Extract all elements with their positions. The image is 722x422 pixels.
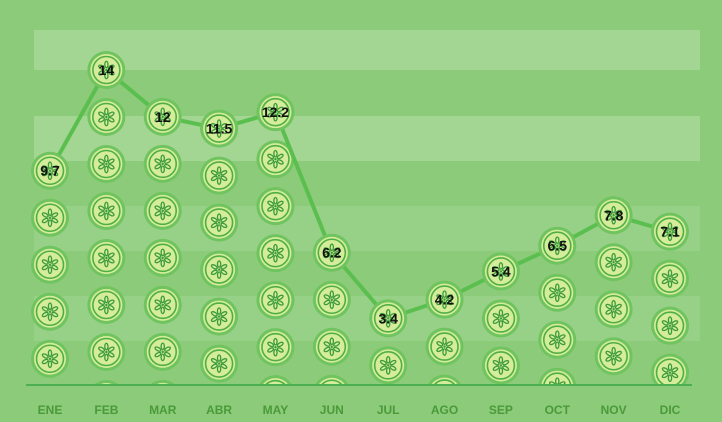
- slice-column-mar: [143, 144, 182, 386]
- slice-marker: [369, 346, 408, 385]
- slice-marker: [200, 344, 239, 383]
- slice-marker: [31, 339, 69, 378]
- slice-marker: [312, 327, 351, 366]
- slice-column-may: [256, 140, 295, 386]
- data-point-sep: [481, 252, 520, 291]
- data-label: 7.8: [604, 207, 624, 223]
- data-point-jul: [369, 299, 408, 338]
- slice-column-dic: [651, 259, 689, 386]
- slice-marker: [425, 327, 464, 366]
- slice-column-oct: [538, 273, 577, 386]
- grid-bands: [34, 30, 700, 341]
- slice-marker: [314, 374, 350, 386]
- slice-marker: [256, 234, 295, 273]
- data-point-oct: [538, 226, 577, 265]
- slice-marker: [143, 238, 182, 277]
- slice-marker: [594, 337, 633, 376]
- slice-marker: [256, 281, 295, 320]
- data-point-feb: [87, 51, 126, 89]
- x-tick-label: JUL: [377, 403, 400, 417]
- data-point-abr: [200, 109, 239, 148]
- slice-marker: [256, 187, 295, 226]
- x-tick-label: MAY: [263, 403, 289, 417]
- x-tick-label: DIC: [660, 403, 681, 417]
- data-label: 9.7: [40, 163, 60, 179]
- x-tick-label: ABR: [206, 403, 232, 417]
- slice-marker: [427, 374, 462, 386]
- data-label: 11.5: [206, 121, 233, 137]
- slice-marker: [312, 280, 351, 319]
- slice-column-abr: [200, 156, 239, 383]
- data-point-markers: 9.7 14 12 11.5 12.2 6.2 3.4 4.2 5.4 6.5 7.8 7.1: [31, 51, 689, 338]
- slice-marker: [651, 259, 689, 298]
- slice-marker: [31, 245, 69, 284]
- slice-marker: [87, 286, 126, 324]
- data-label: 6.5: [548, 238, 568, 254]
- data-point-jun: [312, 233, 351, 272]
- data-point-ene: [31, 151, 69, 190]
- x-tick-label: AGO: [431, 403, 458, 417]
- slice-marker: [651, 353, 689, 386]
- data-label: 6.2: [322, 245, 342, 261]
- slice-column-feb: [87, 98, 126, 386]
- slice-column-jun: [312, 280, 351, 386]
- slice-marker: [200, 297, 239, 336]
- data-label: 12.2: [262, 104, 289, 120]
- data-label: 14: [99, 62, 115, 78]
- slice-marker: [87, 192, 126, 230]
- slice-column-sep: [481, 299, 520, 385]
- slice-marker: [31, 198, 69, 237]
- slice-marker: [538, 273, 577, 312]
- slice-column-ago: [425, 327, 464, 386]
- slice-marker: [200, 156, 239, 195]
- data-label: 7.1: [660, 224, 680, 240]
- slice-column-jul: [369, 346, 408, 385]
- x-tick-label: ENE: [38, 403, 63, 417]
- slice-marker: [143, 144, 182, 183]
- x-tick-label: MAR: [149, 403, 177, 417]
- x-tick-label: JUN: [320, 403, 344, 417]
- slice-marker: [538, 367, 577, 386]
- slice-marker: [31, 292, 69, 331]
- slice-marker: [594, 243, 633, 282]
- slice-column-ene: [31, 198, 69, 378]
- grid-band: [34, 116, 700, 161]
- slice-marker: [87, 145, 126, 183]
- x-axis-ticks: ENE FEB MAR ABR MAY JUN JUL AGO SEP OCT NOV DIC: [38, 403, 681, 417]
- data-point-mar: [143, 97, 182, 136]
- slice-marker: [538, 320, 577, 359]
- data-point-dic: [651, 212, 689, 251]
- x-tick-label: SEP: [489, 403, 513, 417]
- slice-marker: [651, 306, 689, 345]
- slice-columns: [31, 98, 689, 386]
- slice-marker: [87, 333, 126, 371]
- x-tick-label: NOV: [601, 403, 627, 417]
- slice-marker: [143, 285, 182, 324]
- slice-marker: [481, 299, 520, 338]
- slice-marker: [143, 191, 182, 230]
- slice-marker: [87, 98, 126, 136]
- data-point-may: [256, 93, 295, 132]
- slice-marker: [594, 290, 633, 329]
- data-point-nov: [594, 196, 633, 235]
- data-label: 4.2: [435, 292, 455, 308]
- slice-marker: [87, 239, 126, 277]
- data-label: 5.4: [491, 263, 511, 279]
- grid-band: [34, 30, 700, 70]
- slice-column-nov: [594, 243, 633, 386]
- slice-marker: [200, 203, 239, 242]
- slice-marker: [200, 250, 239, 289]
- data-point-ago: [425, 280, 464, 319]
- slice-marker: [256, 140, 295, 179]
- x-tick-label: FEB: [94, 403, 118, 417]
- slice-marker: [256, 328, 295, 367]
- x-tick-label: OCT: [545, 403, 571, 417]
- data-label: 12: [155, 109, 171, 125]
- data-label: 3.4: [378, 310, 398, 326]
- slice-marker: [481, 346, 520, 385]
- slice-marker: [143, 332, 182, 371]
